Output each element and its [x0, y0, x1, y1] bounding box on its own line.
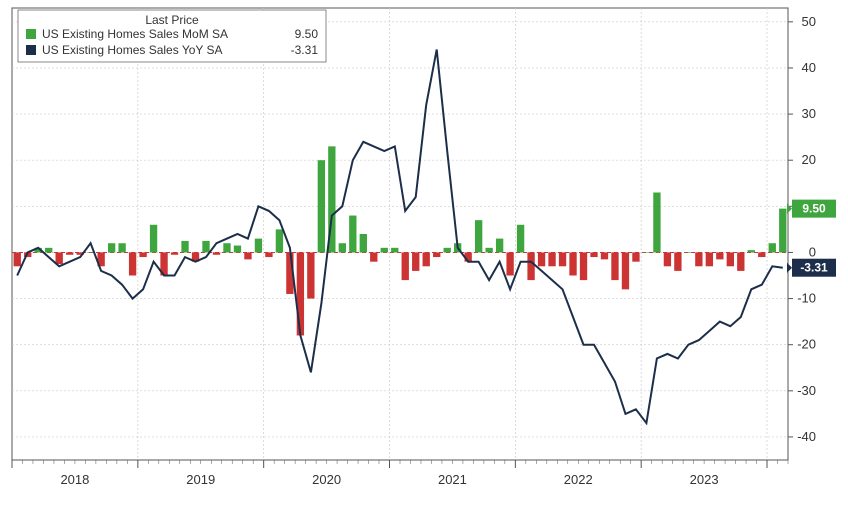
chart-svg: -40-30-20-100102030405020182019202020212… [0, 0, 848, 505]
legend-swatch [26, 45, 36, 55]
bar [150, 225, 157, 253]
bar [475, 220, 482, 252]
y-tick-label: -40 [797, 429, 816, 444]
x-year-label: 2023 [690, 472, 719, 487]
bar [758, 252, 765, 257]
bar [590, 252, 597, 257]
x-year-label: 2020 [312, 472, 341, 487]
bar [45, 248, 52, 253]
chart-container: -40-30-20-100102030405020182019202020212… [0, 0, 848, 505]
bar [129, 252, 136, 275]
bar [307, 252, 314, 298]
bar [202, 241, 209, 253]
y-tick-label: -10 [797, 291, 816, 306]
legend-value: -3.31 [291, 43, 319, 57]
bar [632, 252, 639, 261]
bar [56, 252, 63, 264]
y-tick-label: 40 [802, 60, 816, 75]
bar [548, 252, 555, 266]
y-tick-label: 50 [802, 14, 816, 29]
bar [339, 243, 346, 252]
bar [223, 243, 230, 252]
bar [108, 243, 115, 252]
bar [381, 248, 388, 253]
x-year-label: 2021 [438, 472, 467, 487]
bar [643, 252, 650, 253]
bar [769, 243, 776, 252]
bar [370, 252, 377, 261]
yoy-value-box-text: -3.31 [800, 261, 828, 275]
bar [265, 252, 272, 257]
bar [412, 252, 419, 270]
bar [318, 160, 325, 252]
y-tick-label: 20 [802, 152, 816, 167]
bar [559, 252, 566, 266]
bar [360, 234, 367, 252]
bar [276, 229, 283, 252]
bar [496, 239, 503, 253]
y-tick-label: 0 [809, 244, 816, 259]
bar [506, 252, 513, 275]
y-tick-label: -30 [797, 383, 816, 398]
bar [580, 252, 587, 280]
bar [664, 252, 671, 266]
bar [727, 252, 734, 266]
bar [527, 252, 534, 280]
bar [297, 252, 304, 335]
bar [349, 216, 356, 253]
bar [66, 252, 73, 254]
bar [244, 252, 251, 259]
bar [706, 252, 713, 266]
bar [485, 248, 492, 253]
legend-swatch [26, 29, 36, 39]
bar [611, 252, 618, 280]
legend-title: Last Price [145, 13, 199, 27]
bar [181, 241, 188, 253]
bar [674, 252, 681, 270]
x-year-label: 2022 [564, 472, 593, 487]
bar [391, 248, 398, 253]
bar [213, 252, 220, 254]
bar [171, 252, 178, 254]
bar [601, 252, 608, 259]
x-year-label: 2019 [186, 472, 215, 487]
bar [444, 248, 451, 253]
bar [118, 243, 125, 252]
legend-label: US Existing Homes Sales MoM SA [42, 27, 228, 41]
bar [255, 239, 262, 253]
y-tick-label: -20 [797, 337, 816, 352]
bar [538, 252, 545, 266]
bar [569, 252, 576, 275]
bar [433, 252, 440, 257]
bar [737, 252, 744, 270]
bar [685, 252, 692, 253]
bar [234, 246, 241, 253]
bar [695, 252, 702, 266]
bar [653, 192, 660, 252]
x-year-label: 2018 [60, 472, 89, 487]
bar [402, 252, 409, 280]
bar [622, 252, 629, 289]
bar [517, 225, 524, 253]
bar [748, 250, 755, 252]
bar [423, 252, 430, 266]
bar [14, 252, 21, 266]
bar [139, 252, 146, 257]
bar [779, 209, 786, 253]
legend-label: US Existing Homes Sales YoY SA [42, 43, 223, 57]
mom-value-box-text: 9.50 [802, 202, 826, 216]
y-tick-label: 30 [802, 106, 816, 121]
legend-value: 9.50 [295, 27, 319, 41]
bar [716, 252, 723, 259]
